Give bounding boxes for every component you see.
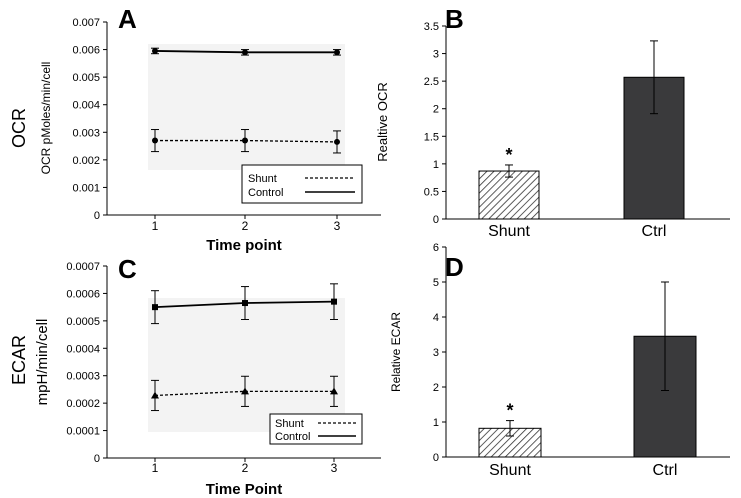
panel-b-category-label-ctrl: Ctrl bbox=[642, 223, 667, 240]
panel-a-point-control bbox=[242, 49, 248, 56]
panel-c-point-control bbox=[242, 300, 248, 307]
panel-c-y-tick-label: 0.0005 bbox=[66, 316, 100, 328]
legend-label-shunt: Shunt bbox=[248, 173, 277, 185]
panel-d-y-tick-label: 5 bbox=[433, 277, 439, 289]
legend-label-shunt: Shunt bbox=[275, 418, 304, 430]
panel-a-x-tick-label: 2 bbox=[242, 219, 249, 233]
panel-a-letter: A bbox=[118, 4, 137, 34]
panel-c-letter: C bbox=[118, 254, 137, 284]
panel-b-letter: B bbox=[445, 4, 464, 34]
panel-c-x-tick-label: 1 bbox=[152, 461, 159, 475]
panel-d-letter: D bbox=[445, 252, 464, 282]
panel-d-y-tick-label: 0 bbox=[433, 452, 439, 464]
panel-c-x-axis-label: Time Point bbox=[206, 481, 282, 498]
panel-b-y-tick-label: 3.5 bbox=[424, 21, 439, 33]
panel-b-category-label-shunt: Shunt bbox=[488, 223, 530, 240]
panel-b-y-tick-label: 2 bbox=[433, 104, 439, 116]
panel-a-point-shunt bbox=[334, 138, 340, 145]
panel-c-y-tick-label: 0.0003 bbox=[66, 371, 100, 383]
panel-d-y-tick-label: 4 bbox=[433, 312, 439, 324]
panel-b-bar-shunt bbox=[478, 170, 540, 220]
legend-label-control: Control bbox=[248, 187, 283, 199]
panel-c-chart: C 0 0.0001 0.0002 0.0003 0.0004 0.0005 0.0006 0… bbox=[34, 254, 381, 498]
panel-c-x-tick-label: 2 bbox=[242, 461, 249, 475]
panel-b-chart: B 0 0.5 1 1.5 2 2.5 3 3.5 * Shunt Ctrl Realtive O… bbox=[375, 4, 730, 240]
panel-b-y-tick-label: 1.5 bbox=[424, 131, 439, 143]
panel-d-y-tick-label: 3 bbox=[433, 347, 439, 359]
panel-c-y-tick-label: 0.0004 bbox=[66, 343, 100, 355]
panel-b-y-tick-label: 0 bbox=[433, 214, 439, 226]
panel-a-x-tick-label: 3 bbox=[334, 219, 341, 233]
panel-d-y-tick-label: 1 bbox=[433, 417, 439, 429]
panel-a-y-tick-label: 0.005 bbox=[72, 72, 100, 84]
panel-b-y-tick-label: 3 bbox=[433, 49, 439, 61]
panel-a-point-shunt bbox=[152, 137, 158, 144]
panel-a-x-axis-label: Time point bbox=[206, 237, 282, 254]
panel-c-point-control bbox=[152, 304, 158, 311]
panel-a-y-tick-label: 0.003 bbox=[72, 127, 100, 139]
panel-b-y-tick-label: 2.5 bbox=[424, 76, 439, 88]
panel-a-legend-box bbox=[241, 164, 363, 204]
panel-c-y-tick-label: 0.0007 bbox=[66, 261, 100, 273]
panel-d-y-tick-label: 6 bbox=[433, 242, 439, 254]
panel-d-y-tick-label: 2 bbox=[433, 382, 439, 394]
panel-a-y-tick-label: 0.001 bbox=[72, 182, 100, 194]
panel-a-point-shunt bbox=[242, 137, 248, 144]
panel-a-chart: A 0 0.001 0.002 0.003 0.004 0.005 0.006 0.007 1… bbox=[39, 4, 381, 254]
panel-d-y-axis-label: Relative ECAR bbox=[389, 312, 403, 392]
panel-a-legend: Shunt Control bbox=[241, 164, 363, 204]
row-label-ecar: ECAR bbox=[9, 335, 29, 385]
panel-d-category-label-shunt: Shunt bbox=[489, 462, 531, 479]
panel-c-point-shunt bbox=[330, 387, 338, 395]
panel-c-shaded-band bbox=[148, 298, 345, 432]
panel-a-point-control bbox=[334, 49, 340, 56]
panel-c-x-tick-label: 3 bbox=[331, 461, 338, 475]
panel-c-legend-box bbox=[269, 413, 363, 445]
panel-b-y-tick-label: 1 bbox=[433, 159, 439, 171]
panel-c-point-shunt bbox=[241, 387, 249, 395]
panel-a-shaded-band bbox=[148, 44, 345, 170]
panel-c-y-tick-label: 0.0002 bbox=[66, 398, 100, 410]
panel-d-significance-marker: * bbox=[506, 401, 513, 421]
panel-c-point-shunt bbox=[151, 391, 159, 399]
panel-c-y-tick-label: 0.0006 bbox=[66, 288, 100, 300]
panel-c-point-control bbox=[331, 298, 337, 305]
panel-d-category-label-ctrl: Ctrl bbox=[653, 462, 678, 479]
panel-c-y-tick-label: 0 bbox=[94, 453, 100, 465]
panel-a-y-axis-label: OCR pMoles/min/cell bbox=[39, 62, 53, 175]
panel-a-y-tick-label: 0.002 bbox=[72, 155, 100, 167]
panel-a-y-tick-label: 0.007 bbox=[72, 17, 100, 29]
panel-a-point-control bbox=[152, 47, 158, 54]
row-label-ocr: OCR bbox=[9, 108, 29, 148]
panel-a-y-tick-label: 0.006 bbox=[72, 45, 100, 57]
panel-c-y-tick-label: 0.0001 bbox=[66, 426, 100, 438]
panel-a-x-tick-label: 1 bbox=[152, 219, 159, 233]
panel-b-significance-marker: * bbox=[505, 145, 512, 165]
panel-c-y-axis-label: mpH/min/cell bbox=[34, 319, 51, 406]
panel-c-legend: Shunt Control bbox=[269, 413, 363, 445]
panel-d-chart: D 0 1 2 3 4 5 6 * Shunt Ctrl Relative ECAR bbox=[389, 242, 730, 479]
panel-b-y-tick-label: 0.5 bbox=[424, 186, 439, 198]
panel-a-y-tick-label: 0.004 bbox=[72, 100, 100, 112]
legend-label-control: Control bbox=[275, 431, 310, 443]
panel-b-y-axis-label: Realtive OCR bbox=[375, 82, 390, 161]
panel-a-y-tick-label: 0 bbox=[94, 210, 100, 222]
